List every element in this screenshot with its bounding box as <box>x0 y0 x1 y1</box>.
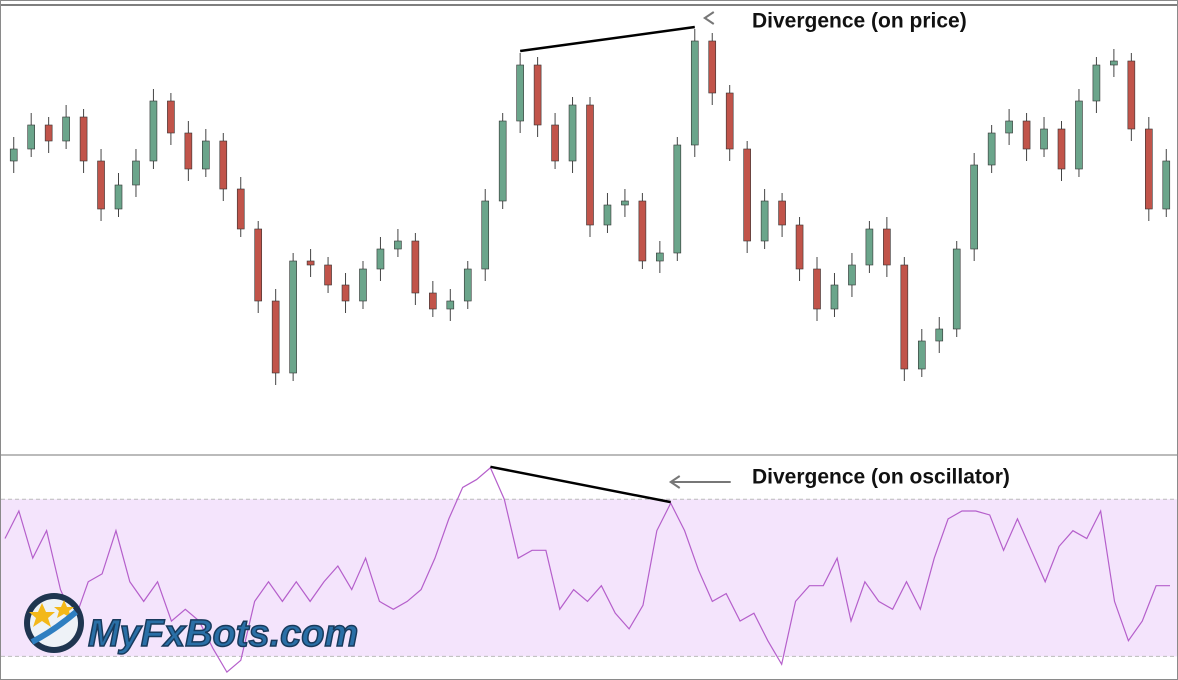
candle-body <box>27 124 35 150</box>
candle-body <box>690 40 699 146</box>
candle-body <box>254 228 263 302</box>
candle-body <box>533 64 542 126</box>
candle-body <box>97 160 105 210</box>
candle-body <box>638 200 647 262</box>
candle-body <box>900 264 909 370</box>
candle-body <box>865 228 874 266</box>
candle-body <box>656 252 664 262</box>
candle-body <box>236 188 245 230</box>
candle-body <box>498 120 507 202</box>
candle-body <box>202 140 210 170</box>
candle-body <box>848 264 856 286</box>
candle-body <box>44 124 53 142</box>
candle-body <box>114 184 123 210</box>
candle-body <box>1057 128 1066 170</box>
candle-body <box>586 104 594 226</box>
candle-body <box>463 268 472 302</box>
candle-body <box>289 260 297 374</box>
candle-body <box>725 92 734 150</box>
candle-body <box>1110 60 1118 66</box>
candle-body <box>132 160 140 186</box>
candle-body <box>1162 160 1171 210</box>
logo: MyFxBots.com <box>24 593 359 656</box>
arrow-head <box>668 475 681 489</box>
level-band <box>1 499 1177 657</box>
candle-body <box>219 140 228 190</box>
divergence-line <box>490 465 671 504</box>
candle-body <box>184 132 193 170</box>
candle-body <box>516 64 524 122</box>
candle-body <box>1092 64 1101 102</box>
arrow-head <box>702 11 715 25</box>
candle-body <box>743 148 751 242</box>
candle-body <box>324 264 332 286</box>
candle-body <box>621 200 629 206</box>
candle-body <box>9 148 18 162</box>
candle-body <box>1005 120 1013 134</box>
candle-body <box>778 200 786 226</box>
candle-body <box>970 164 978 250</box>
candle-body <box>1145 128 1153 210</box>
candle-body <box>813 268 821 310</box>
candle-body <box>551 124 559 162</box>
candle-body <box>341 284 350 302</box>
candle-body <box>62 116 70 142</box>
candle-body <box>795 224 804 270</box>
candle-body <box>935 328 944 342</box>
candle-body <box>673 144 682 254</box>
candle-body <box>149 100 158 162</box>
candle-body <box>917 340 926 370</box>
candle-body <box>987 132 996 166</box>
annotation: Divergence (on oscillator) <box>752 466 1010 489</box>
candle-body <box>1075 100 1083 170</box>
logo-text: MyFxBots.com <box>88 613 358 655</box>
candle-body <box>568 104 577 162</box>
logo-star <box>29 603 55 627</box>
candle-body <box>429 292 437 310</box>
candle-body <box>359 268 367 302</box>
candle-body <box>1040 128 1048 150</box>
annotation: Divergence (on price) <box>752 10 967 33</box>
candle-body <box>271 300 280 374</box>
candle-body <box>883 228 891 266</box>
divergence-line <box>519 25 695 53</box>
candle-body <box>1127 60 1136 130</box>
candle-body <box>760 200 769 242</box>
candle-body <box>394 240 402 250</box>
candle-body <box>481 200 490 270</box>
candle-body <box>306 260 315 266</box>
logo-swoosh <box>30 609 78 645</box>
candle-body <box>167 100 175 134</box>
candle-body <box>708 40 717 94</box>
candle-body <box>952 248 961 330</box>
candle-body <box>830 284 839 310</box>
candle-body <box>446 300 455 310</box>
logo-star <box>54 600 74 618</box>
candle-body <box>603 204 612 226</box>
candle-body <box>411 240 420 294</box>
oscillator-line <box>4 466 1170 674</box>
candle-body <box>376 248 385 270</box>
candle-body <box>1022 120 1031 150</box>
candle-body <box>79 116 88 162</box>
